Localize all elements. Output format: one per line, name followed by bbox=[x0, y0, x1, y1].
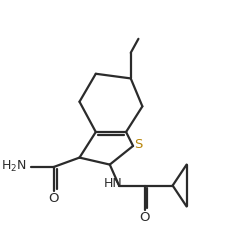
Text: O: O bbox=[139, 211, 150, 224]
Text: H$_2$N: H$_2$N bbox=[1, 159, 26, 174]
Text: S: S bbox=[134, 138, 142, 151]
Text: HN: HN bbox=[104, 177, 123, 191]
Text: O: O bbox=[49, 192, 59, 205]
